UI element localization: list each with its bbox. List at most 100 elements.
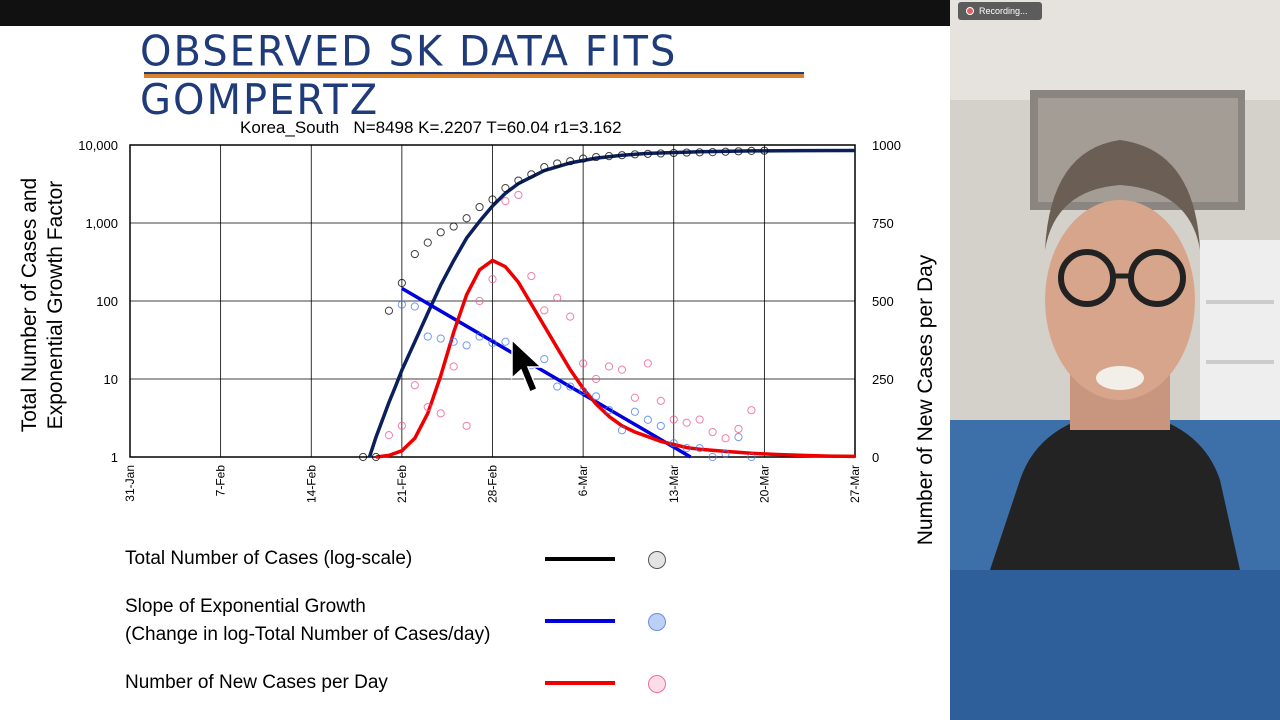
- data-point: [643, 149, 652, 158]
- data-point: [384, 306, 394, 315]
- left-tick-label: 1: [111, 450, 118, 465]
- data-point: [643, 415, 652, 424]
- data-point: [604, 152, 614, 161]
- data-point: [423, 238, 432, 247]
- right-tick-label: 250: [872, 372, 894, 387]
- data-point: [488, 275, 497, 284]
- fit-curve: [401, 286, 692, 459]
- data-point: [630, 150, 640, 159]
- recording-label: Recording...: [979, 6, 1028, 16]
- legend-line-new-cases: [545, 681, 615, 685]
- x-tick-label: 31-Jan: [123, 465, 137, 502]
- data-point: [747, 452, 756, 462]
- data-point: [553, 293, 562, 302]
- data-point: [410, 381, 419, 390]
- data-point: [682, 444, 691, 453]
- data-point: [721, 147, 730, 156]
- data-point: [591, 392, 601, 401]
- data-point: [462, 214, 471, 223]
- data-point: [358, 452, 368, 462]
- data-point: [721, 434, 730, 443]
- data-point: [617, 365, 627, 374]
- data-point: [604, 362, 614, 371]
- data-point: [462, 341, 471, 350]
- data-point: [371, 452, 381, 462]
- data-point: [514, 190, 523, 200]
- data-point: [501, 197, 510, 206]
- left-axis-label-line: Exponential Growth Factor: [44, 181, 67, 430]
- data-point: [527, 170, 536, 179]
- data-point: [591, 152, 601, 162]
- x-tick-label: 21-Feb: [395, 465, 409, 503]
- data-point: [656, 421, 665, 431]
- data-point: [527, 271, 536, 281]
- legend-label-slope: Slope of Exponential Growth: [125, 596, 366, 617]
- data-point: [643, 359, 652, 368]
- webcam-video: [950, 0, 1280, 720]
- data-point: [501, 184, 510, 193]
- data-point: [475, 202, 484, 212]
- left-tick-labels: 10,000 1,000 100 10 1: [78, 138, 118, 465]
- x-tick-label: 6-Mar: [576, 465, 590, 496]
- data-point: [591, 374, 601, 384]
- data-point: [734, 432, 743, 442]
- data-point: [579, 359, 588, 368]
- x-tick-label: 14-Feb: [304, 465, 318, 503]
- data-point: [566, 382, 575, 391]
- data-point: [630, 393, 640, 402]
- data-point: [695, 148, 704, 157]
- left-tick-label: 10: [104, 372, 118, 387]
- fit-curve: [375, 258, 856, 459]
- data-point: [540, 354, 549, 364]
- chart-title: Korea_South N=8498 K=.2207 T=60.04 r1=3.…: [240, 118, 622, 137]
- x-tick-label: 13-Mar: [667, 465, 681, 503]
- data-point: [501, 337, 510, 346]
- data-point: [617, 426, 627, 435]
- data-point: [747, 146, 756, 156]
- data-point: [682, 418, 691, 427]
- data-point: [410, 302, 419, 311]
- mouse-cursor-icon: [511, 338, 543, 393]
- fit-curve: [367, 148, 856, 458]
- x-tick-label: 20-Mar: [757, 465, 771, 503]
- data-point: [604, 405, 614, 415]
- data-point: [423, 402, 432, 412]
- right-axis-label: Number of New Cases per Day: [914, 254, 937, 545]
- left-tick-label: 1,000: [85, 216, 118, 231]
- right-tick-label: 750: [872, 216, 894, 231]
- data-point: [760, 146, 769, 155]
- presenter-video-frame: [950, 0, 1280, 720]
- data-point: [540, 163, 549, 172]
- data-point: [475, 332, 484, 341]
- data-point: [553, 159, 562, 168]
- legend-label-slope-detail: (Change in log-Total Number of Cases/day…: [125, 624, 491, 645]
- data-point: [449, 222, 458, 231]
- data-point: [695, 444, 704, 453]
- data-point: [397, 421, 406, 430]
- legend-label-total: Total Number of Cases (log-scale): [125, 548, 413, 569]
- data-point: [656, 396, 665, 405]
- data-point: [423, 332, 432, 341]
- left-tick-label: 10,000: [78, 138, 118, 153]
- chart-grid: [129, 144, 856, 458]
- data-point: [708, 427, 717, 437]
- legend-dot-slope: [648, 613, 666, 631]
- data-point: [397, 300, 406, 309]
- data-point: [579, 386, 588, 396]
- data-point: [449, 337, 458, 346]
- x-tick-label: 27-Mar: [848, 465, 862, 503]
- gompertz-chart: Total Number of Cases and Exponential Gro…: [18, 138, 937, 545]
- right-tick-label: 0: [872, 450, 879, 465]
- data-point: [410, 249, 419, 259]
- data-point: [397, 278, 406, 288]
- data-point: [669, 148, 678, 158]
- data-point: [695, 415, 704, 424]
- data-point: [708, 452, 717, 462]
- title-underline-orange: [144, 74, 804, 78]
- data-point: [734, 424, 743, 434]
- record-icon: [966, 7, 974, 15]
- data-point: [630, 407, 640, 416]
- legend-line-total: [545, 557, 615, 561]
- right-tick-labels: 1000 750 500 250 0: [872, 138, 901, 465]
- recording-indicator[interactable]: Recording...: [958, 2, 1042, 20]
